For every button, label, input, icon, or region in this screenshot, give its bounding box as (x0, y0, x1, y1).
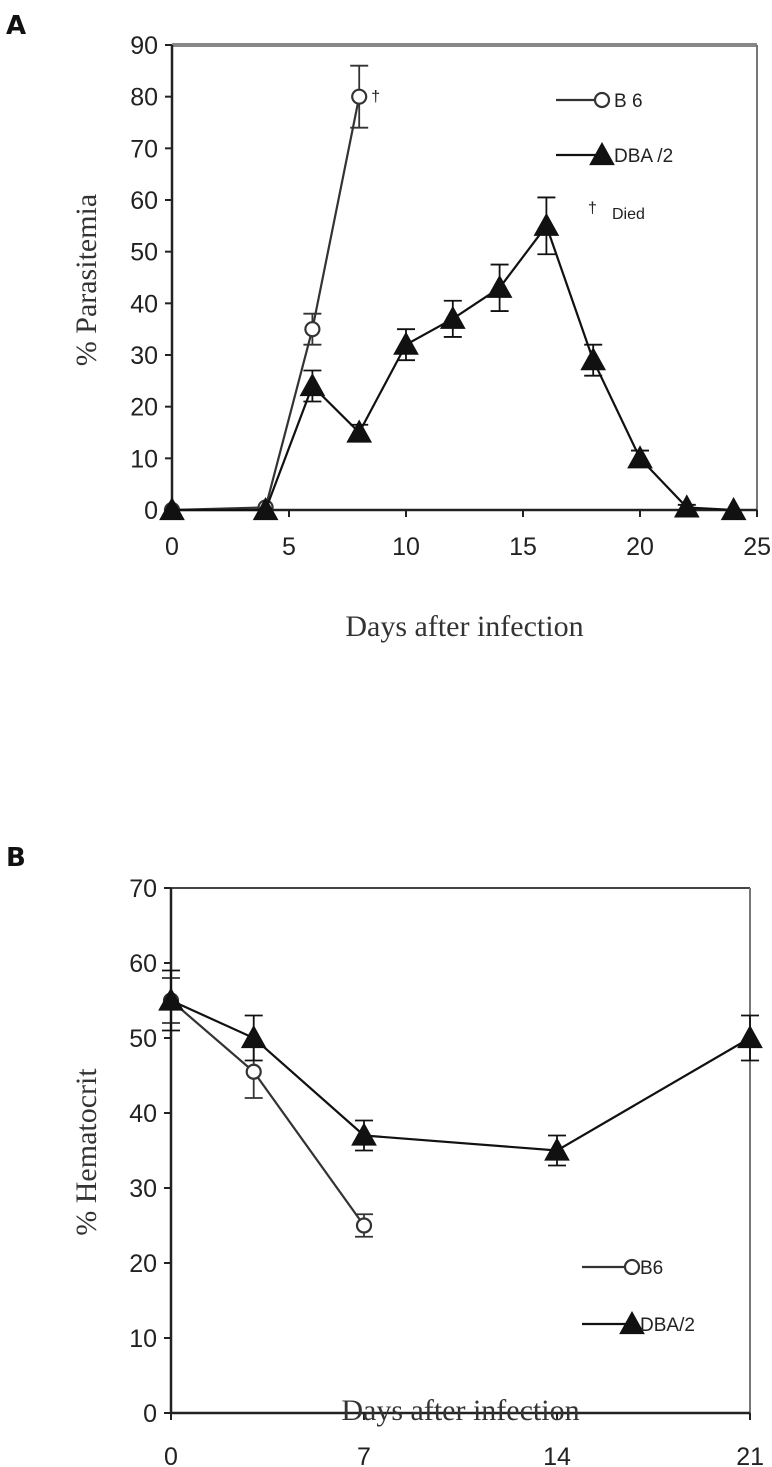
y-tick-label: 0 (144, 497, 158, 525)
legend-marker (623, 1258, 641, 1276)
dagger-symbol: † (588, 200, 597, 217)
y-tick-label: 30 (129, 1175, 157, 1203)
data-point (245, 1063, 262, 1080)
data-point (720, 496, 747, 521)
legend-label: DBA/2 (640, 1315, 695, 1336)
legend-marker (589, 141, 615, 166)
x-tick-label: 15 (509, 533, 537, 561)
legend-marker (619, 1310, 645, 1335)
x-tick-label: 14 (543, 1443, 571, 1467)
x-tick-label: 21 (736, 1443, 764, 1467)
y-tick-label: 80 (130, 84, 158, 112)
data-point (627, 445, 653, 469)
data-point (159, 496, 185, 521)
chart-panel-b: B 0 10 20 30 40 50 60 70 0 7 14 21 Days after infecti… (6, 843, 764, 1467)
data-point (393, 331, 419, 355)
data-point (240, 1024, 267, 1049)
data-point (673, 494, 700, 518)
y-tick-label: 70 (130, 135, 158, 163)
y-tick-label: 20 (129, 1250, 157, 1278)
legend-died-label: Died (612, 206, 645, 223)
series-line (171, 96, 361, 512)
x-tick-label: 25 (743, 533, 771, 561)
x-tick-label: 5 (282, 533, 296, 561)
y-tick-label: 10 (129, 1325, 157, 1353)
data-point (355, 1217, 373, 1234)
y-tick-label: 30 (130, 342, 158, 370)
y-tick-label: 20 (130, 394, 158, 422)
y-tick-label: 60 (130, 187, 158, 215)
legend-label: B 6 (614, 91, 643, 112)
data-point (158, 987, 184, 1011)
chart-panel-a: A 0 10 20 30 40 50 60 70 80 90 0 5 10 15 20 25 Days after… (6, 11, 771, 643)
x-tick-label: 10 (392, 533, 420, 561)
x-tick-label: 0 (165, 533, 179, 561)
series-b6 (162, 977, 373, 1238)
y-tick-label: 50 (129, 1025, 157, 1053)
y-tick-label: 40 (129, 1100, 157, 1128)
panel-letter: B (6, 843, 26, 873)
x-axis-title: Days after infection (345, 610, 583, 643)
data-point (439, 305, 466, 329)
y-axis-title: % Hematocrit (70, 1068, 103, 1236)
data-point (580, 347, 607, 371)
data-point (351, 88, 368, 105)
y-tick-label: 10 (130, 445, 158, 473)
data-point (299, 372, 326, 397)
data-point (544, 1137, 570, 1161)
y-tick-label: 90 (130, 32, 158, 60)
legend-marker (593, 91, 611, 109)
y-tick-label: 40 (130, 290, 158, 318)
data-point (737, 1024, 763, 1049)
series-line (170, 999, 365, 1227)
data-point (351, 1122, 377, 1146)
x-tick-label: 0 (164, 1443, 178, 1467)
y-axis-title: % Parasitemia (70, 194, 103, 366)
y-tick-label: 70 (129, 875, 157, 903)
data-point (346, 419, 373, 443)
data-point (252, 496, 279, 521)
panel-letter: A (6, 11, 26, 41)
series-b-6 (163, 64, 369, 519)
x-tick-label: 20 (626, 533, 654, 561)
x-axis-title: Days after infection (341, 1394, 579, 1427)
y-tick-label: 50 (130, 239, 158, 267)
legend-label: DBA /2 (614, 146, 673, 167)
y-tick-label: 60 (129, 950, 157, 978)
y-tick-label: 0 (143, 1400, 157, 1428)
data-point (533, 212, 560, 236)
data-point (486, 274, 513, 298)
series-dba-2 (159, 196, 747, 521)
legend-label: B6 (640, 1258, 663, 1279)
x-tick-label: 7 (357, 1443, 371, 1467)
series-dba-2 (158, 969, 763, 1167)
death-annotation: † (371, 89, 380, 106)
data-point (304, 321, 321, 338)
